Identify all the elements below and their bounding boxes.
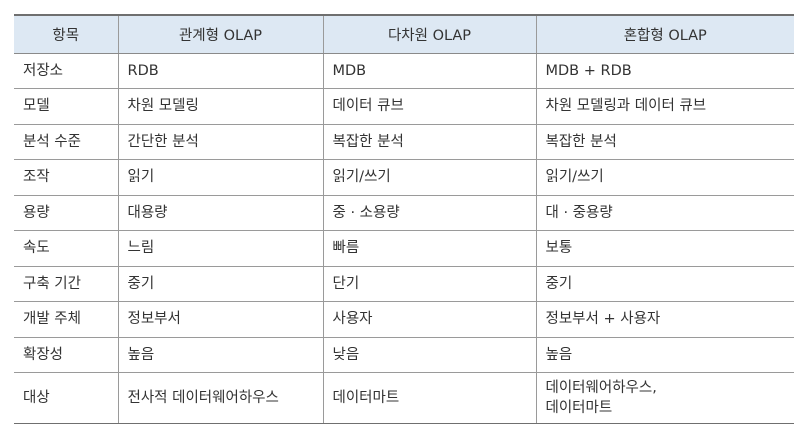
cell-item: 개발 주체 — [14, 301, 118, 337]
header-relational-olap: 관계형 OLAP — [117, 14, 323, 54]
table-row: 속도 느림 빠름 보통 — [14, 230, 794, 266]
cell-item: 구축 기간 — [14, 265, 118, 302]
cell-relational: 높음 — [117, 336, 323, 373]
cell-item: 대상 — [14, 372, 118, 424]
table-body: 저장소 RDB MDB MDB + RDB 모델 차원 모델링 데이터 큐브 차원 모델링과 … — [14, 52, 794, 424]
cell-item: 확장성 — [14, 336, 118, 373]
cell-hybrid: MDB + RDB — [535, 52, 794, 89]
olap-comparison-table: 항목 관계형 OLAP 다차원 OLAP 혼합형 OLAP 저장소 RDB MDB M… — [14, 14, 794, 424]
cell-multidimensional: 중 · 소용량 — [322, 194, 536, 231]
cell-relational: 차원 모델링 — [117, 88, 323, 124]
header-item: 항목 — [14, 14, 118, 54]
table-row: 모델 차원 모델링 데이터 큐브 차원 모델링과 데이터 큐브 — [14, 88, 794, 124]
cell-hybrid: 대 · 중용량 — [535, 194, 794, 231]
cell-relational: 느림 — [117, 230, 323, 266]
table-row: 저장소 RDB MDB MDB + RDB — [14, 52, 794, 89]
cell-multidimensional: 빠름 — [322, 230, 536, 266]
cell-hybrid: 중기 — [535, 265, 794, 302]
cell-multidimensional: 단기 — [322, 265, 536, 302]
cell-relational: 정보부서 — [117, 301, 323, 337]
table-header: 항목 관계형 OLAP 다차원 OLAP 혼합형 OLAP — [14, 14, 794, 54]
cell-multidimensional: MDB — [322, 52, 536, 89]
cell-item: 용량 — [14, 194, 118, 231]
cell-multidimensional: 복잡한 분석 — [322, 123, 536, 160]
cell-multidimensional: 낮음 — [322, 336, 536, 373]
cell-hybrid: 데이터웨어하우스, 데이터마트 — [535, 372, 794, 424]
table-row: 대상 전사적 데이터웨어하우스 데이터마트 데이터웨어하우스, 데이터마트 — [14, 372, 794, 424]
cell-relational: 간단한 분석 — [117, 123, 323, 160]
cell-hybrid: 복잡한 분석 — [535, 123, 794, 160]
cell-item: 모델 — [14, 88, 118, 124]
table-row: 용량 대용량 중 · 소용량 대 · 중용량 — [14, 194, 794, 231]
cell-multidimensional: 사용자 — [322, 301, 536, 337]
cell-multidimensional: 데이터마트 — [322, 372, 536, 424]
cell-item: 속도 — [14, 230, 118, 266]
table-row: 조작 읽기 읽기/쓰기 읽기/쓰기 — [14, 159, 794, 195]
table-row: 분석 수준 간단한 분석 복잡한 분석 복잡한 분석 — [14, 123, 794, 160]
cell-multidimensional: 데이터 큐브 — [322, 88, 536, 124]
header-row: 항목 관계형 OLAP 다차원 OLAP 혼합형 OLAP — [14, 14, 794, 54]
cell-relational: 전사적 데이터웨어하우스 — [117, 372, 323, 424]
cell-item: 조작 — [14, 159, 118, 195]
cell-line: 데이터웨어하우스, — [545, 380, 657, 396]
cell-hybrid: 읽기/쓰기 — [535, 159, 794, 195]
table-row: 구축 기간 중기 단기 중기 — [14, 265, 794, 302]
header-hybrid-olap: 혼합형 OLAP — [535, 14, 794, 54]
cell-hybrid: 보통 — [535, 230, 794, 266]
cell-multidimensional: 읽기/쓰기 — [322, 159, 536, 195]
cell-hybrid: 차원 모델링과 데이터 큐브 — [535, 88, 794, 124]
cell-line: 데이터마트 — [545, 400, 613, 416]
cell-relational: 대용량 — [117, 194, 323, 231]
cell-hybrid: 높음 — [535, 336, 794, 373]
cell-relational: RDB — [117, 52, 323, 89]
cell-item: 저장소 — [14, 52, 118, 89]
cell-relational: 중기 — [117, 265, 323, 302]
cell-relational: 읽기 — [117, 159, 323, 195]
cell-item: 분석 수준 — [14, 123, 118, 160]
table-row: 개발 주체 정보부서 사용자 정보부서 + 사용자 — [14, 301, 794, 337]
header-multidimensional-olap: 다차원 OLAP — [322, 14, 536, 54]
olap-comparison-table-container: 항목 관계형 OLAP 다차원 OLAP 혼합형 OLAP 저장소 RDB MDB M… — [14, 14, 794, 424]
cell-hybrid: 정보부서 + 사용자 — [535, 301, 794, 337]
table-row: 확장성 높음 낮음 높음 — [14, 336, 794, 373]
